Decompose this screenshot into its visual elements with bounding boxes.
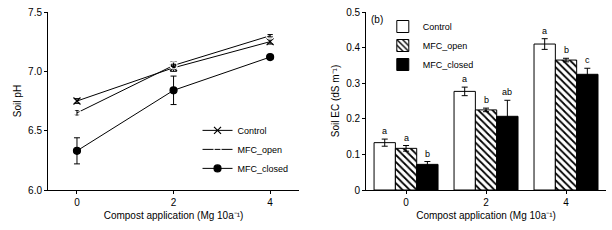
- svg-text:7.5: 7.5: [28, 7, 42, 18]
- svg-text:Soil pH: Soil pH: [12, 85, 23, 117]
- svg-text:0: 0: [354, 185, 360, 196]
- svg-text:MFC_closed: MFC_closed: [238, 164, 289, 174]
- svg-text:a: a: [404, 133, 409, 143]
- svg-text:2: 2: [171, 197, 177, 208]
- svg-text:0.3: 0.3: [346, 78, 360, 89]
- svg-text:4: 4: [267, 197, 273, 208]
- svg-text:2: 2: [483, 197, 489, 208]
- svg-text:MFC_open: MFC_open: [423, 41, 468, 51]
- svg-text:a: a: [462, 74, 467, 84]
- svg-text:(b): (b): [371, 14, 383, 25]
- svg-text:MFC_closed: MFC_closed: [423, 60, 474, 70]
- svg-text:0: 0: [74, 197, 80, 208]
- svg-text:Soil EC (dS m⁻¹): Soil EC (dS m⁻¹): [330, 65, 341, 137]
- svg-text:Compost application (Mg 10a⁻¹): Compost application (Mg 10a⁻¹): [104, 210, 244, 221]
- svg-text:MFC_open: MFC_open: [238, 145, 283, 155]
- svg-text:a: a: [382, 126, 387, 136]
- svg-text:a: a: [542, 26, 547, 36]
- svg-text:b: b: [425, 149, 430, 159]
- svg-text:c: c: [585, 55, 590, 65]
- svg-text:b: b: [564, 45, 569, 55]
- svg-text:Control: Control: [423, 22, 452, 32]
- svg-text:4: 4: [563, 197, 569, 208]
- svg-text:6.0: 6.0: [28, 185, 42, 196]
- svg-text:Compost application (Mg 10a⁻¹): Compost application (Mg 10a⁻¹): [416, 210, 556, 221]
- svg-text:ab: ab: [502, 87, 512, 97]
- svg-text:0: 0: [403, 197, 409, 208]
- svg-text:0.4: 0.4: [346, 42, 360, 53]
- svg-text:0.2: 0.2: [346, 113, 360, 124]
- svg-text:0.5: 0.5: [346, 7, 360, 18]
- svg-text:0.1: 0.1: [346, 149, 360, 160]
- svg-text:6.5: 6.5: [28, 125, 42, 136]
- svg-text:7.0: 7.0: [28, 66, 42, 77]
- svg-text:Control: Control: [238, 126, 267, 136]
- svg-text:b: b: [484, 95, 489, 105]
